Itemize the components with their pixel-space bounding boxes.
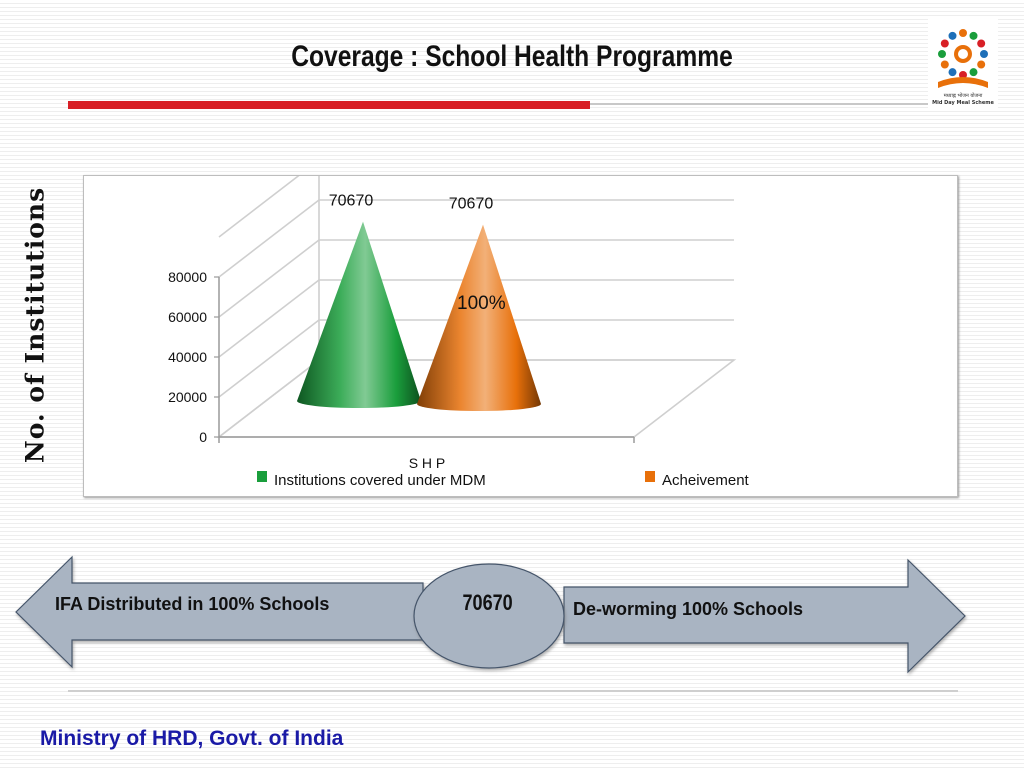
page-title: Coverage : School Health Programme xyxy=(291,40,733,73)
svg-text:Mid Day Meal Scheme: Mid Day Meal Scheme xyxy=(932,100,994,106)
logo-figure xyxy=(948,68,957,77)
title-rule-red xyxy=(68,101,590,109)
logo-figure xyxy=(969,31,978,40)
logo-figure xyxy=(940,39,949,48)
logo-figure xyxy=(980,50,988,58)
y-tick-label: 0 xyxy=(199,429,207,445)
side-gridline xyxy=(218,199,320,278)
cone-chart: 0 20000 40000 60000 80000 S H P 70670 70670 100%… xyxy=(168,176,750,489)
y-axis-title-text: No. of Institutions xyxy=(20,186,50,464)
legend-label: Institutions covered under MDM xyxy=(274,472,486,489)
side-gridline xyxy=(218,279,320,358)
logo-figure xyxy=(977,39,986,48)
logo-figure xyxy=(940,60,949,69)
logo-figure xyxy=(948,31,957,40)
center-value-text: 70670 xyxy=(462,590,513,615)
footer-rule xyxy=(68,690,958,692)
side-gridline xyxy=(218,176,300,238)
side-gridline xyxy=(218,319,320,398)
center-ellipse xyxy=(413,563,565,669)
mid-day-meal-logo: मध्याह्न भोजन योजना Mid Day Meal Scheme xyxy=(928,16,998,108)
y-tick-label: 80000 xyxy=(168,269,207,285)
ifa-label: IFA Distributed in 100% Schools xyxy=(55,594,330,614)
data-label: 70670 xyxy=(329,193,374,210)
logo-figure xyxy=(938,50,946,58)
cone-achievement xyxy=(417,224,541,411)
data-label: 70670 xyxy=(449,196,494,213)
side-gridline xyxy=(218,239,320,318)
y-tick-label: 60000 xyxy=(168,309,207,325)
chart-panel: 0 20000 40000 60000 80000 S H P 70670 70670 100%… xyxy=(83,175,958,497)
legend-swatch xyxy=(257,471,267,482)
cone-institutions xyxy=(297,221,421,408)
logo-figure xyxy=(969,68,978,77)
center-value: 70670 xyxy=(415,590,560,616)
percent-annotation: 100% xyxy=(457,293,506,314)
legend-label: Acheivement xyxy=(662,472,750,489)
deworming-label: De-worming 100% Schools xyxy=(573,599,804,619)
legend-swatch xyxy=(645,471,655,482)
x-category-label: S H P xyxy=(409,455,446,471)
y-tick-label: 40000 xyxy=(168,349,207,365)
y-tick-label: 20000 xyxy=(168,389,207,405)
svg-text:मध्याह्न भोजन योजना: मध्याह्न भोजन योजना xyxy=(944,92,983,99)
logo-figure xyxy=(977,60,986,69)
logo-figure xyxy=(959,29,967,37)
logo-figure xyxy=(959,71,967,79)
footer-text: Ministry of HRD, Govt. of India xyxy=(40,727,344,750)
title-rule-gray xyxy=(590,103,958,105)
